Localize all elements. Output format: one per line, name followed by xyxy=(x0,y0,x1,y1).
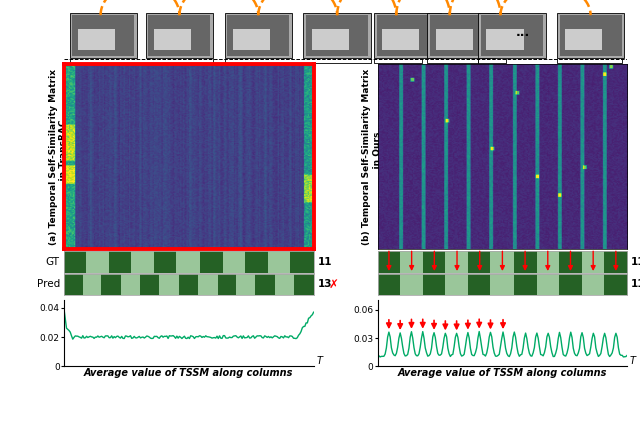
FancyBboxPatch shape xyxy=(303,14,371,58)
Y-axis label: GT: GT xyxy=(46,257,60,267)
FancyBboxPatch shape xyxy=(428,14,495,58)
FancyBboxPatch shape xyxy=(312,29,349,50)
X-axis label: Average value of TSSM along columns: Average value of TSSM along columns xyxy=(397,368,607,378)
FancyBboxPatch shape xyxy=(565,29,602,50)
Y-axis label: (a) Temporal Self-Similarity Matrix
    in TransRAC: (a) Temporal Self-Similarity Matrix in T… xyxy=(49,68,68,245)
FancyBboxPatch shape xyxy=(374,14,442,58)
FancyBboxPatch shape xyxy=(436,29,473,50)
FancyBboxPatch shape xyxy=(78,29,115,50)
FancyBboxPatch shape xyxy=(559,15,621,56)
FancyBboxPatch shape xyxy=(72,15,134,56)
Y-axis label: (b) Temporal Self-Similarity Matrix
    in Ours: (b) Temporal Self-Similarity Matrix in O… xyxy=(362,68,381,245)
FancyBboxPatch shape xyxy=(233,29,270,50)
FancyBboxPatch shape xyxy=(146,14,213,58)
X-axis label: Average value of TSSM along columns: Average value of TSSM along columns xyxy=(84,368,294,378)
FancyBboxPatch shape xyxy=(478,14,545,58)
Text: ...: ... xyxy=(488,67,495,76)
FancyBboxPatch shape xyxy=(227,15,289,56)
Text: T: T xyxy=(630,356,636,366)
Text: ✗: ✗ xyxy=(328,278,339,291)
Text: action 1: action 1 xyxy=(126,67,157,76)
FancyBboxPatch shape xyxy=(306,15,368,56)
FancyBboxPatch shape xyxy=(376,15,438,56)
FancyBboxPatch shape xyxy=(225,14,292,58)
FancyBboxPatch shape xyxy=(481,15,543,56)
FancyBboxPatch shape xyxy=(70,14,137,58)
Text: 11: 11 xyxy=(631,280,640,289)
Text: T: T xyxy=(316,356,322,366)
FancyBboxPatch shape xyxy=(148,15,211,56)
FancyBboxPatch shape xyxy=(486,29,524,50)
Text: action 2: action 2 xyxy=(282,67,313,76)
Text: 11: 11 xyxy=(317,257,332,267)
Text: action 11: action 11 xyxy=(572,67,607,76)
FancyBboxPatch shape xyxy=(154,29,191,50)
Text: action 4: action 4 xyxy=(437,67,468,76)
Text: action 3: action 3 xyxy=(382,67,413,76)
FancyBboxPatch shape xyxy=(382,29,419,50)
Text: ...: ... xyxy=(516,26,530,39)
Text: 13: 13 xyxy=(317,280,332,289)
Text: 11: 11 xyxy=(631,257,640,267)
FancyBboxPatch shape xyxy=(430,15,492,56)
FancyBboxPatch shape xyxy=(557,14,625,58)
Y-axis label: Pred: Pred xyxy=(36,280,60,289)
